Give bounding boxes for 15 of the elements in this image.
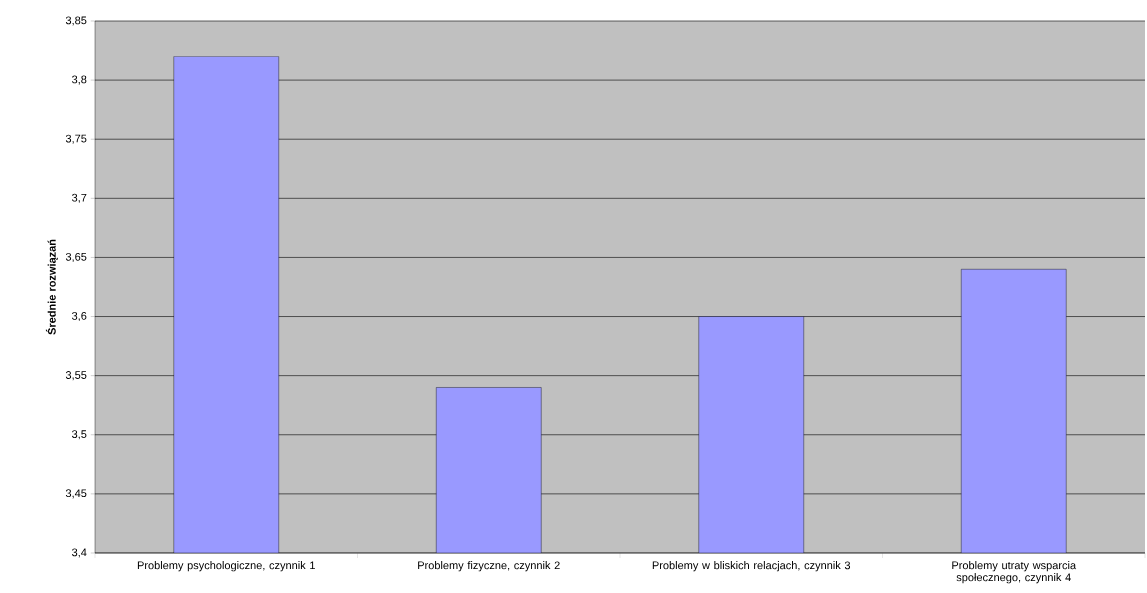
y-axis-title: Średnie rozwiązań: [45, 239, 58, 335]
y-tick-label: 3,7: [72, 193, 87, 203]
y-tick-label: 3,85: [65, 16, 87, 26]
y-tick-label: 3,5: [72, 430, 87, 440]
x-tick-label: Problemy fizyczne, czynnik 2: [418, 561, 560, 572]
y-tick-label: 3,4: [72, 548, 87, 558]
y-tick-label: 3,8: [72, 75, 87, 85]
x-tick-label: Problemy psychologiczne, czynnik 1: [137, 561, 315, 572]
y-tick-label: 3,6: [72, 312, 87, 322]
y-tick-label: 3,75: [65, 134, 87, 144]
y-tick-label: 3,45: [65, 489, 87, 499]
x-tick-label: Problemy utraty wsparcia społecznego, czynnik 4: [952, 561, 1077, 584]
y-tick-label: 3,65: [65, 252, 87, 262]
y-tick-label: 3,55: [65, 371, 87, 381]
x-tick-label: Problemy w bliskich relacjach, czynnik 3: [652, 561, 851, 572]
